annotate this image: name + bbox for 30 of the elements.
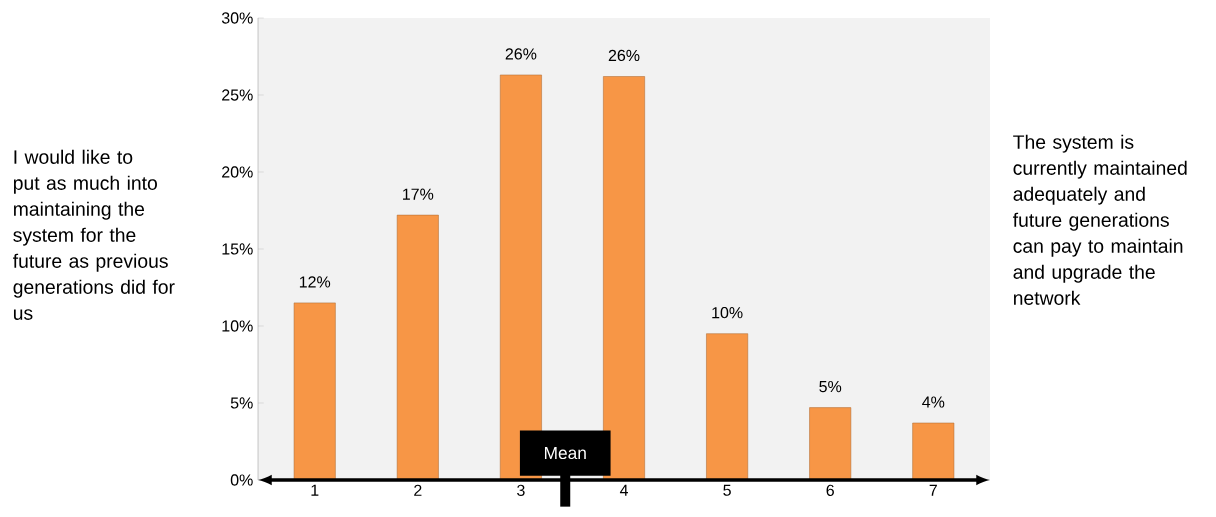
data-label: 4%: [922, 396, 945, 408]
y-tick-label: 20%: [222, 166, 253, 178]
bar: [293, 302, 336, 481]
x-tick-label: 1: [311, 484, 319, 496]
data-label: 26%: [608, 49, 640, 62]
data-label: 5%: [819, 380, 842, 393]
x-tick-label: 4: [619, 484, 628, 496]
ref-line-label: Mean: [544, 447, 586, 460]
y-tick-label: 25%: [222, 89, 253, 101]
y-tick-label: 0%: [230, 474, 253, 486]
data-label: 26%: [505, 48, 537, 60]
bar: [912, 422, 955, 481]
bar: [706, 333, 749, 481]
text: The system is currently maintained adequately and future generations can pay to maintain and upgrade the network: [1012, 134, 1187, 305]
data-label: 10%: [712, 306, 743, 319]
y-tick-label: 30%: [221, 12, 253, 24]
data-label: 12%: [299, 276, 331, 288]
data-label: 17%: [403, 188, 434, 200]
bar: [603, 76, 645, 481]
x-tick-label: 3: [517, 484, 525, 497]
y-tick-label: 5%: [230, 397, 253, 409]
y-tick-label: 10%: [222, 320, 253, 332]
bar: [809, 407, 852, 481]
x-tick-label: 6: [826, 484, 834, 497]
bar: [396, 214, 439, 481]
x-tick-label: 7: [929, 484, 937, 496]
text: I would like to put as much into maintaining the system for the future as previous generations did for us: [13, 149, 175, 320]
x-tick-label: 2: [414, 484, 422, 496]
x-tick-label: 5: [723, 484, 731, 496]
y-tick-label: 15%: [222, 243, 253, 255]
